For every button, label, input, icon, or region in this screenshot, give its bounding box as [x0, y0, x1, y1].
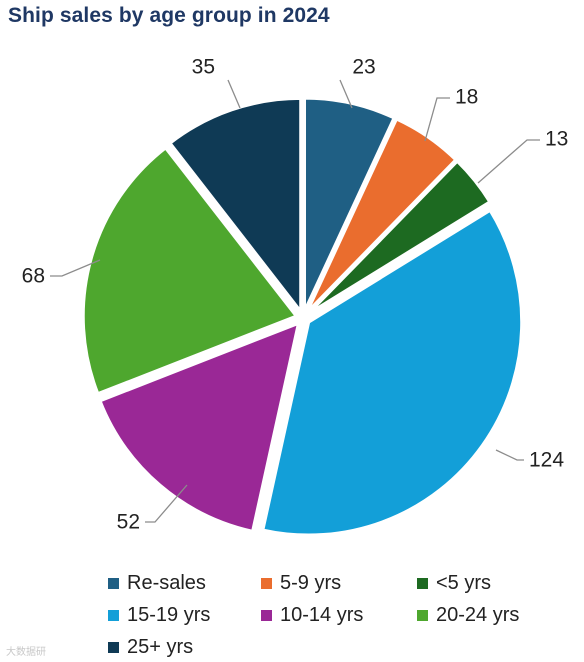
data-label-20-24-yrs: 68	[22, 265, 45, 288]
leader-line	[477, 139, 540, 184]
leader-lines	[50, 79, 540, 523]
legend-swatch	[417, 610, 428, 621]
data-label-15-19-yrs: 124	[529, 449, 564, 472]
legend-label: 20-24 yrs	[436, 604, 520, 626]
leader-line	[424, 97, 450, 142]
legend-item-5-9-yrs: 5-9 yrs	[261, 572, 341, 595]
data-label-re-sales: 23	[352, 56, 375, 79]
legend-swatch	[261, 578, 272, 589]
pie-slice-lt-5-yrs	[307, 159, 492, 315]
leader-line	[339, 79, 353, 109]
legend-swatch	[261, 610, 272, 621]
pie-slice-15-19-yrs	[261, 208, 524, 537]
data-label-5-9-yrs: 18	[455, 86, 478, 109]
leader-line	[227, 79, 241, 109]
data-label-10-14-yrs: 52	[117, 511, 140, 534]
watermark: 大数据研	[6, 647, 46, 658]
legend-label: 5-9 yrs	[280, 572, 342, 594]
legend-label: 15-19 yrs	[127, 604, 211, 626]
legend-label: Re-sales	[127, 572, 206, 594]
legend-item-10-14-yrs: 10-14 yrs	[261, 604, 363, 627]
legend-label: <5 yrs	[436, 572, 492, 594]
data-labels: 23 18 13 124 52 68 35	[22, 56, 569, 534]
pie-slices	[81, 96, 524, 537]
pie-slice-5-9-yrs	[305, 116, 458, 314]
pie-slice-20-24-yrs	[81, 145, 299, 396]
legend-swatch	[108, 610, 119, 621]
legend-label: 25+ yrs	[127, 636, 194, 658]
pie-slice-10-14-yrs	[98, 320, 301, 534]
legend-item-20-24-yrs: 20-24 yrs	[417, 604, 519, 627]
leader-line	[495, 449, 524, 461]
legend-item-15-19-yrs: 15-19 yrs	[108, 604, 210, 627]
legend-item-25-plus-yrs: 25+ yrs	[108, 636, 193, 659]
leader-line	[145, 484, 188, 523]
legend-item-re-sales: Re-sales	[108, 572, 206, 595]
legend-item-lt-5-yrs: <5 yrs	[417, 572, 491, 595]
data-label-25-plus-yrs: 35	[192, 56, 215, 79]
data-label-lt-5-yrs: 13	[545, 128, 568, 151]
legend-swatch	[108, 642, 119, 653]
leader-line	[50, 259, 101, 277]
pie-slice-25-plus-yrs	[167, 96, 303, 316]
chart-title: Ship sales by age group in 2024	[8, 4, 330, 27]
legend-label: 10-14 yrs	[280, 604, 364, 626]
legend-swatch	[108, 578, 119, 589]
legend-swatch	[417, 578, 428, 589]
